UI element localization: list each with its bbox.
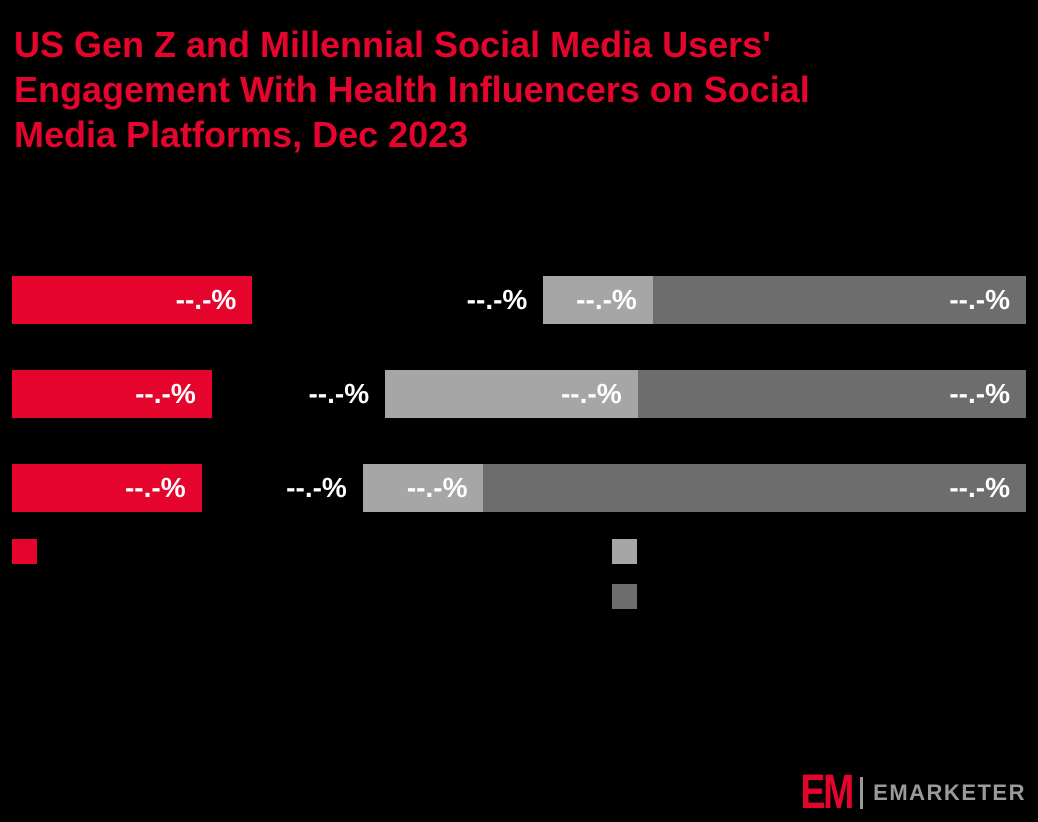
bar-segment-dark-gray: --.-%	[637, 370, 1026, 418]
bar-segment-red: --.-%	[12, 276, 253, 324]
brand-footer: EM EMARKETER	[786, 766, 1026, 819]
bar-segment-light-gray: --.-%	[385, 370, 638, 418]
bar-segment-light-gray: --.-%	[362, 464, 484, 512]
bar-value-label: --.-%	[949, 378, 1010, 409]
bar-value-label: --.-%	[576, 284, 637, 315]
legend-swatch-dark-gray	[612, 584, 637, 609]
bar-segment-red: --.-%	[12, 464, 202, 512]
bar-row: --.-% --.-% --.-% --.-%	[12, 370, 1026, 418]
bar-value-label: --.-%	[308, 378, 370, 409]
chart-title: US Gen Z and Millennial Social Media Use…	[14, 22, 810, 157]
bar-value-label: --.-%	[124, 472, 186, 503]
bar-value-label: --.-%	[949, 284, 1010, 315]
chart-title-line-2: Engagement With Health Influencers on So…	[14, 69, 810, 110]
bar-value-label: --.-%	[949, 472, 1010, 503]
bar-segment-light-gray: --.-%	[543, 276, 653, 324]
bar-value-label: --.-%	[560, 378, 622, 409]
bar-segment-blank: --.-%	[202, 464, 363, 512]
bar-value-label: --.-%	[286, 472, 347, 503]
stacked-bar-chart: --.-% --.-% --.-% --.-% --.-% --.-% --.-% --.-%…	[12, 276, 1026, 558]
bar-value-label: --.-%	[466, 284, 528, 315]
logo-divider	[860, 777, 864, 809]
emarketer-wordmark: EMARKETER	[873, 780, 1026, 805]
bar-row: --.-% --.-% --.-% --.-%	[12, 276, 1026, 324]
chart-title-line-1: US Gen Z and Millennial Social Media Use…	[14, 24, 771, 65]
chart-title-line-3: Media Platforms, Dec 2023	[14, 114, 469, 155]
bar-value-label: --.-%	[406, 472, 468, 503]
bar-segment-dark-gray: --.-%	[652, 276, 1026, 324]
bar-segment-dark-gray: --.-%	[483, 464, 1026, 512]
bar-segment-red: --.-%	[12, 370, 212, 418]
bar-value-label: --.-%	[175, 284, 237, 315]
bar-row: --.-% --.-% --.-% --.-%	[12, 464, 1026, 512]
bar-segment-blank: --.-%	[212, 370, 385, 418]
emarketer-logo-icon: EM	[800, 766, 855, 819]
bar-segment-blank: --.-%	[252, 276, 543, 324]
bar-value-label: --.-%	[135, 378, 196, 409]
